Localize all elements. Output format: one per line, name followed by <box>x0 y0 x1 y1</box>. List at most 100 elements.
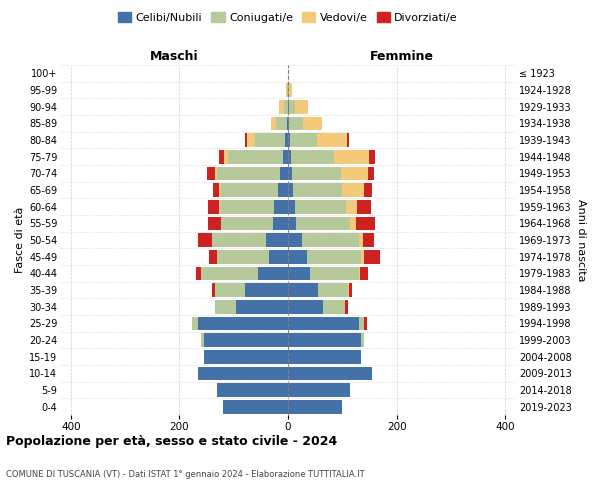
Bar <box>345 300 348 314</box>
Bar <box>192 316 199 330</box>
Bar <box>287 83 288 97</box>
Bar <box>289 83 292 97</box>
Bar <box>215 283 245 297</box>
Bar <box>287 116 288 130</box>
Bar <box>247 133 256 147</box>
Bar <box>199 233 212 247</box>
Bar <box>307 250 361 264</box>
Bar <box>213 183 218 197</box>
Bar <box>288 233 302 247</box>
Bar <box>204 333 288 347</box>
Bar <box>221 183 278 197</box>
Bar <box>288 150 291 164</box>
Bar <box>288 200 295 213</box>
Bar <box>346 200 357 213</box>
Bar <box>217 166 280 180</box>
Bar <box>317 133 347 147</box>
Bar <box>208 216 221 230</box>
Bar <box>288 350 361 364</box>
Bar <box>245 283 288 297</box>
Bar <box>217 383 288 397</box>
Bar <box>356 216 375 230</box>
Bar <box>288 283 318 297</box>
Legend: Celibi/Nubili, Coniugati/e, Vedovi/e, Divorziati/e: Celibi/Nubili, Coniugati/e, Vedovi/e, Di… <box>113 8 463 27</box>
Bar <box>209 250 217 264</box>
Bar <box>296 216 350 230</box>
Bar <box>288 133 290 147</box>
Bar <box>368 166 374 180</box>
Bar <box>288 116 289 130</box>
Bar <box>215 166 217 180</box>
Bar <box>288 166 292 180</box>
Bar <box>349 283 352 297</box>
Bar <box>302 116 322 130</box>
Bar <box>289 100 295 114</box>
Bar <box>364 250 380 264</box>
Bar <box>280 166 288 180</box>
Bar <box>286 83 287 97</box>
Bar <box>295 100 308 114</box>
Bar <box>348 283 349 297</box>
Bar <box>288 183 293 197</box>
Bar <box>206 166 215 180</box>
Bar <box>341 166 368 180</box>
Bar <box>288 100 289 114</box>
Bar <box>271 116 276 130</box>
Bar <box>215 300 236 314</box>
Bar <box>342 183 364 197</box>
Bar <box>273 216 288 230</box>
Bar <box>292 166 341 180</box>
Bar <box>357 200 371 213</box>
Bar <box>266 233 288 247</box>
Bar <box>359 266 368 280</box>
Bar <box>204 350 288 364</box>
Bar <box>359 233 363 247</box>
Bar <box>347 133 349 147</box>
Text: Femmine: Femmine <box>370 50 434 62</box>
Bar <box>295 200 346 213</box>
Bar <box>256 133 285 147</box>
Bar <box>284 100 288 114</box>
Bar <box>370 150 375 164</box>
Bar <box>288 300 323 314</box>
Bar <box>201 266 258 280</box>
Bar <box>276 116 287 130</box>
Bar <box>350 216 356 230</box>
Bar <box>245 133 247 147</box>
Bar <box>212 233 266 247</box>
Bar <box>199 366 288 380</box>
Bar <box>288 366 372 380</box>
Y-axis label: Fasce di età: Fasce di età <box>14 207 25 273</box>
Bar <box>288 216 296 230</box>
Bar <box>361 250 364 264</box>
Bar <box>258 266 288 280</box>
Bar <box>290 133 317 147</box>
Bar <box>224 150 228 164</box>
Bar <box>218 183 221 197</box>
Bar <box>228 150 283 164</box>
Bar <box>221 216 273 230</box>
Bar <box>217 250 269 264</box>
Bar <box>293 183 342 197</box>
Bar <box>201 333 204 347</box>
Bar <box>274 200 288 213</box>
Bar <box>364 316 367 330</box>
Bar <box>236 300 288 314</box>
Bar <box>288 383 350 397</box>
Bar <box>280 100 284 114</box>
Bar <box>278 183 288 197</box>
Bar <box>196 266 201 280</box>
Bar <box>285 133 288 147</box>
Bar <box>310 266 359 280</box>
Bar <box>288 266 310 280</box>
Text: COMUNE DI TUSCANIA (VT) - Dati ISTAT 1° gennaio 2024 - Elaborazione TUTTITALIA.I: COMUNE DI TUSCANIA (VT) - Dati ISTAT 1° … <box>6 470 365 479</box>
Text: Maschi: Maschi <box>149 50 199 62</box>
Bar <box>361 333 364 347</box>
Bar <box>288 333 361 347</box>
Text: Popolazione per età, sesso e stato civile - 2024: Popolazione per età, sesso e stato civil… <box>6 435 337 448</box>
Bar <box>269 250 288 264</box>
Bar <box>288 316 359 330</box>
Y-axis label: Anni di nascita: Anni di nascita <box>576 198 586 281</box>
Bar <box>208 200 219 213</box>
Bar <box>283 150 288 164</box>
